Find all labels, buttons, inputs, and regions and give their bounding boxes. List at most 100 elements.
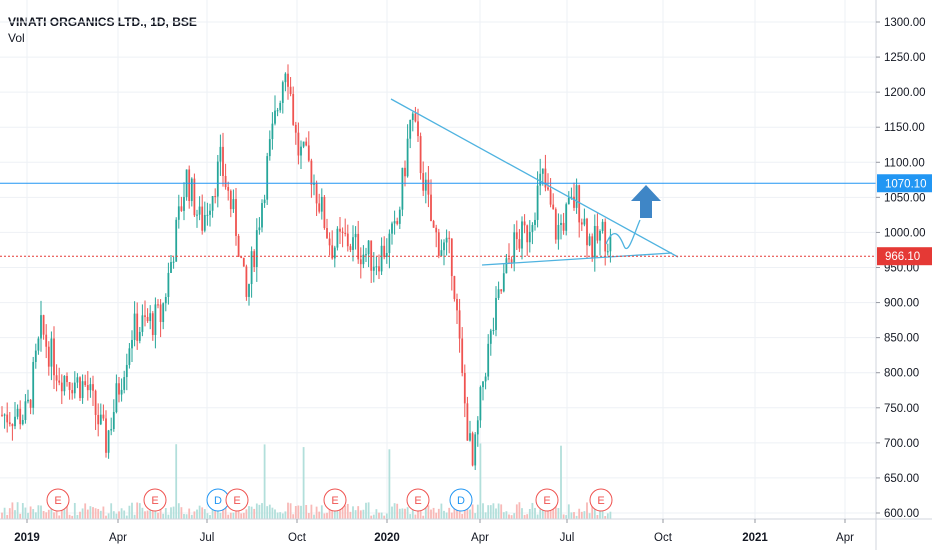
- volume-bar: [21, 503, 24, 519]
- volume-bar: [570, 512, 573, 519]
- candle-body: [120, 389, 123, 395]
- volume-bar: [94, 508, 97, 519]
- volume-bar: [292, 514, 295, 519]
- candle-body: [3, 414, 6, 416]
- volume-bar: [144, 511, 146, 519]
- candle-body: [393, 221, 396, 224]
- volume-bar: [164, 508, 167, 519]
- candle-body: [211, 195, 214, 211]
- volume-bar: [606, 513, 609, 519]
- volume-bar: [71, 515, 74, 519]
- candle-body: [99, 414, 102, 425]
- candle-body: [144, 315, 146, 317]
- volume-bar: [341, 507, 344, 519]
- candle-body: [573, 196, 575, 208]
- candle-body: [521, 221, 523, 249]
- candle-body: [352, 237, 354, 250]
- volume-bar: [11, 502, 14, 519]
- time-tick-label: 2020: [374, 532, 400, 544]
- volume-bar: [544, 509, 547, 519]
- candle-body: [593, 225, 596, 258]
- volume-bar: [463, 509, 466, 519]
- candle-body: [443, 242, 445, 251]
- candle-body: [8, 422, 11, 425]
- volume-bar: [508, 514, 510, 519]
- candle-body: [188, 169, 191, 202]
- volume-bar: [601, 505, 604, 519]
- volume-bar: [99, 510, 102, 519]
- candle-body: [326, 228, 328, 239]
- candle-body: [118, 383, 120, 395]
- volume-bar: [518, 502, 521, 519]
- candle-body: [482, 381, 484, 388]
- candle-body: [518, 239, 521, 249]
- candle-body: [34, 350, 37, 362]
- volume-bar: [1, 512, 3, 519]
- candle-body: [16, 408, 19, 417]
- volume-bar: [357, 506, 360, 519]
- volume-bar: [359, 510, 362, 519]
- resistance-badge: [877, 174, 932, 193]
- candle-body: [526, 225, 529, 243]
- volume-bar: [263, 444, 266, 519]
- volume-bar: [248, 506, 250, 519]
- volume-bar: [138, 503, 141, 519]
- volume-bar: [396, 503, 399, 519]
- candle-body: [190, 178, 193, 202]
- candle-body: [177, 206, 180, 220]
- candle-body: [346, 233, 349, 247]
- candle-body: [240, 256, 243, 258]
- volume-bar: [58, 515, 61, 519]
- volume-bar: [300, 505, 302, 519]
- candle-body: [448, 237, 451, 239]
- candle-body: [427, 179, 430, 195]
- volume-bar: [333, 507, 336, 519]
- descending-trendline: [390, 98, 679, 258]
- candle-body: [450, 238, 453, 277]
- candle-body: [544, 168, 547, 188]
- volume-bar: [53, 512, 55, 519]
- volume-bar: [6, 514, 9, 519]
- volume-bar: [222, 503, 224, 519]
- candle-body: [107, 430, 110, 453]
- candle-body: [40, 315, 42, 339]
- candle-body: [302, 141, 305, 147]
- candle-body: [547, 187, 549, 190]
- marker-label: E: [597, 495, 604, 507]
- volume-bar: [346, 503, 349, 519]
- candle-body: [214, 195, 217, 197]
- volume-bar: [232, 512, 235, 519]
- volume-bar: [315, 506, 318, 519]
- volume-bar: [419, 503, 422, 519]
- candle-body: [66, 375, 68, 383]
- candle-body: [365, 254, 367, 256]
- earnings-marker: [406, 488, 430, 512]
- volume-bar: [97, 508, 100, 519]
- candle-body: [50, 338, 53, 367]
- candle-body: [289, 86, 292, 94]
- candle-body: [362, 254, 365, 265]
- volume-bar: [541, 510, 544, 519]
- volume-bar: [81, 508, 84, 519]
- volume-bar: [154, 509, 157, 519]
- volume-bar: [318, 511, 321, 519]
- candle-body: [167, 272, 170, 298]
- candle-body: [510, 259, 513, 264]
- candle-body: [128, 348, 131, 365]
- candle-body: [609, 235, 612, 252]
- volume-bar: [573, 512, 575, 519]
- volume-bar: [448, 507, 451, 519]
- volume-bar: [502, 512, 505, 519]
- volume-bar: [237, 505, 240, 519]
- ascending-trendline: [481, 252, 673, 266]
- candle-body: [97, 414, 100, 425]
- candle-body: [297, 132, 300, 156]
- volume-bar: [284, 511, 287, 519]
- volume-bar: [549, 505, 552, 519]
- candle-body: [432, 221, 435, 228]
- candle-body: [492, 329, 495, 331]
- candle-body: [344, 232, 347, 234]
- candle-body: [274, 110, 276, 124]
- volume-bar: [476, 504, 479, 519]
